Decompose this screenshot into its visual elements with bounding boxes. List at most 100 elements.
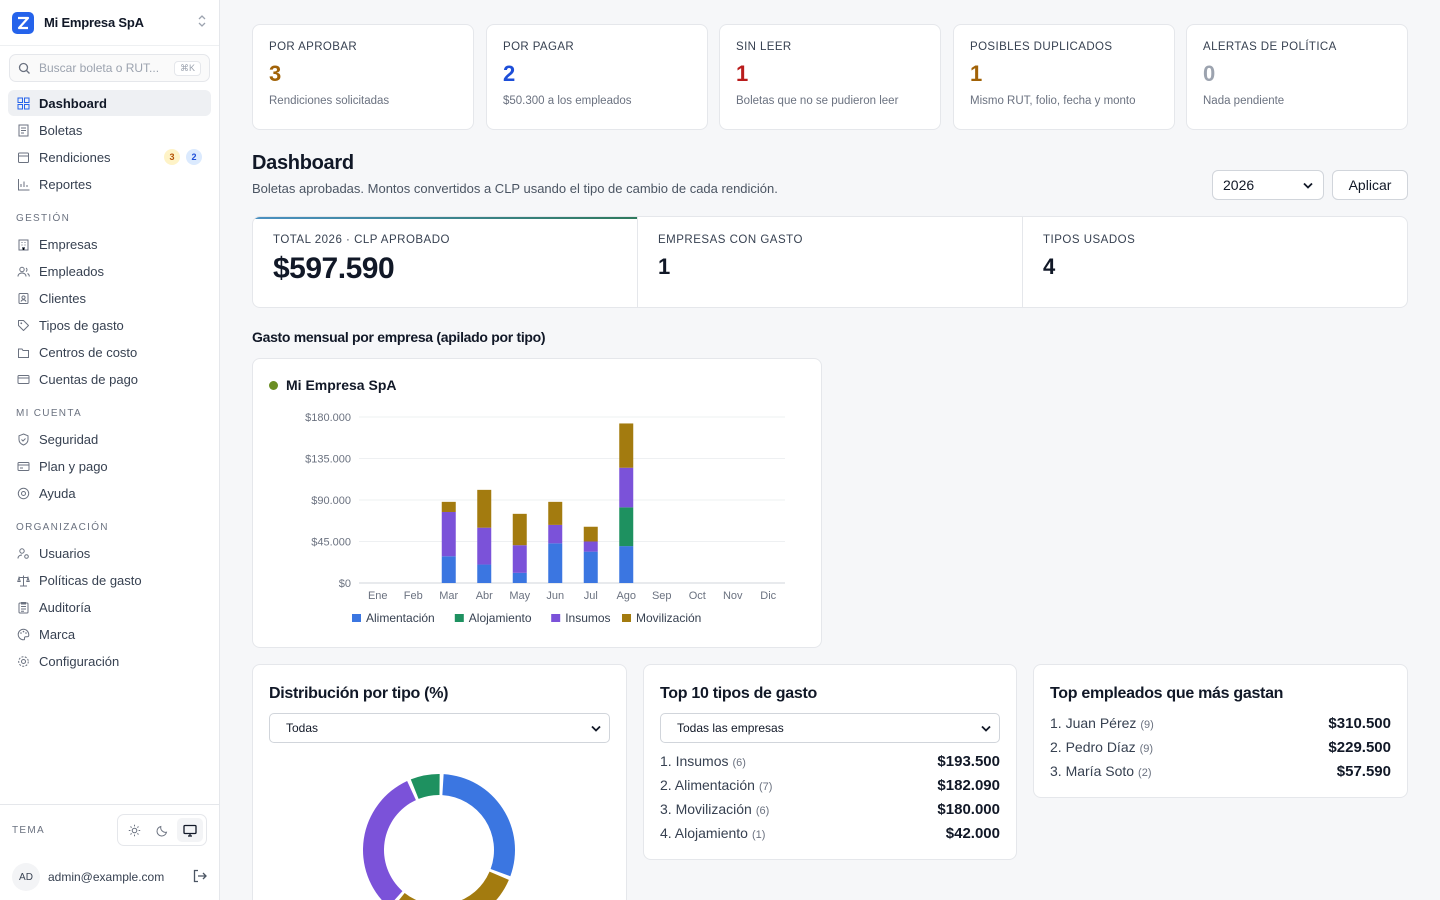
donut-slice[interactable]: [410, 774, 440, 799]
info-badge: 2: [186, 149, 202, 165]
folder-icon: [18, 152, 29, 163]
list-item[interactable]: 4. Alojamiento (1) $42.000: [660, 825, 1000, 842]
stacked-bar-chart: $0 $45.000 $90.000 $135.000 $180.000 Ene Feb Ma…: [305, 412, 785, 625]
theme-label: TEMA: [12, 824, 45, 836]
donut-slice[interactable]: [392, 871, 509, 900]
chart-title: Mi Empresa SpA: [286, 377, 397, 393]
item-name: 2. Alimentación: [660, 777, 755, 793]
bar-segment: [548, 501, 563, 525]
x-tick-label: Jul: [584, 590, 598, 602]
sidebar-item-centros-costo[interactable]: Centros de costo: [8, 339, 211, 365]
pending-badge: 3: [164, 149, 180, 165]
sidebar-item-seguridad[interactable]: Seguridad: [8, 426, 211, 452]
bar-segment: [619, 507, 634, 547]
x-tick-label: Oct: [689, 590, 706, 602]
credit-card-icon: [17, 461, 30, 471]
legend-label: Alimentación: [366, 611, 435, 625]
item-count: (6): [732, 757, 746, 769]
distribution-card: Distribución por tipo (%) Todas: [252, 664, 627, 900]
sidebar-item-ayuda[interactable]: Ayuda: [8, 480, 211, 506]
monitor-icon[interactable]: [177, 818, 203, 842]
company-filter-select[interactable]: Todas las empresas: [660, 713, 1000, 743]
sidebar-item-empleados[interactable]: Empleados: [8, 258, 211, 284]
avatar[interactable]: AD: [12, 863, 40, 891]
sidebar-item-label: Dashboard: [39, 95, 107, 111]
legend-label: Movilización: [636, 611, 701, 625]
summary-value: $597.590: [273, 252, 395, 285]
sidebar-item-label: Reportes: [39, 176, 92, 192]
sidebar-item-label: Centros de costo: [39, 344, 138, 360]
logout-icon[interactable]: [192, 869, 207, 886]
receipt-icon: [18, 124, 29, 136]
item-amount: $310.500: [1328, 715, 1391, 732]
apply-button[interactable]: Aplicar: [1332, 170, 1408, 200]
company-switcher[interactable]: Mi Empresa SpA: [0, 0, 219, 46]
sidebar-item-tipos-gasto[interactable]: Tipos de gasto: [8, 312, 211, 338]
x-tick-label: Feb: [404, 590, 423, 602]
chevron-down-icon: [1303, 182, 1313, 189]
list-item[interactable]: 2. Alimentación (7) $182.090: [660, 777, 1000, 794]
donut-slice[interactable]: [363, 781, 416, 900]
list-item[interactable]: 1. Juan Pérez (9) $310.500: [1050, 715, 1391, 732]
sidebar-item-empresas[interactable]: Empresas: [8, 231, 211, 257]
kpi-por-aprobar[interactable]: POR APROBAR 3 Rendiciones solicitadas: [252, 24, 474, 130]
sidebar-item-clientes[interactable]: Clientes: [8, 285, 211, 311]
sidebar-item-label: Marca: [39, 626, 76, 642]
sidebar-item-reportes[interactable]: Reportes: [8, 171, 211, 197]
item-name: 1. Juan Pérez: [1050, 715, 1137, 731]
legend-swatch: [454, 614, 464, 622]
kpi-subtitle: $50.300 a los empleados: [503, 95, 632, 107]
list-item[interactable]: 1. Insumos (6) $193.500: [660, 753, 1000, 770]
legend-label: Insumos: [565, 611, 610, 625]
sidebar-item-label: Configuración: [39, 653, 120, 669]
list-item[interactable]: 2. Pedro Díaz (9) $229.500: [1050, 739, 1391, 756]
kpi-label: ALERTAS DE POLÍTICA: [1203, 41, 1337, 53]
kpi-por-pagar[interactable]: POR PAGAR 2 $50.300 a los empleados: [486, 24, 708, 130]
moon-icon[interactable]: [149, 818, 175, 842]
kpi-subtitle: Rendiciones solicitadas: [269, 95, 390, 107]
sidebar-item-marca[interactable]: Marca: [8, 621, 211, 647]
credit-card-icon: [17, 374, 30, 384]
distribution-filter-select[interactable]: Todas: [269, 713, 610, 743]
chevron-down-icon: [981, 725, 991, 732]
sidebar-item-dashboard[interactable]: Dashboard: [8, 90, 211, 116]
sidebar-item-cuentas-pago[interactable]: Cuentas de pago: [8, 366, 211, 392]
sidebar-item-boletas[interactable]: Boletas: [8, 117, 211, 143]
sidebar-item-configuracion[interactable]: Configuración: [8, 648, 211, 674]
item-amount: $57.590: [1336, 763, 1391, 780]
y-tick-label: $135.000: [305, 454, 351, 466]
legend-swatch: [622, 614, 631, 622]
kpi-label: SIN LEER: [736, 41, 792, 53]
year-select[interactable]: 2026: [1212, 170, 1324, 200]
summary-label: TOTAL 2026 · CLP APROBADO: [273, 234, 450, 246]
kpi-posibles-duplicados[interactable]: POSIBLES DUPLICADOS 1 Mismo RUT, folio, …: [953, 24, 1175, 130]
sidebar-item-politicas[interactable]: Políticas de gasto: [8, 567, 211, 593]
kpi-alertas-politica[interactable]: ALERTAS DE POLÍTICA 0 Nada pendiente: [1186, 24, 1408, 130]
sidebar-item-label: Boletas: [39, 122, 83, 138]
x-tick-label: Dic: [760, 590, 776, 602]
y-tick-label: $180.000: [305, 412, 351, 424]
sidebar-item-usuarios[interactable]: Usuarios: [8, 540, 211, 566]
bar-segment: [477, 489, 492, 528]
sidebar-item-rendiciones[interactable]: Rendiciones 3 2: [8, 144, 211, 170]
kpi-sin-leer[interactable]: SIN LEER 1 Boletas que no se pudieron le…: [719, 24, 941, 130]
monthly-chart-card: Mi Empresa SpA $0 $45.000 $90.000 $135.000 $…: [252, 358, 822, 648]
scale-icon: [17, 575, 30, 586]
company-name: Mi Empresa SpA: [44, 15, 144, 30]
sun-icon[interactable]: [121, 818, 147, 842]
list-item[interactable]: 3. María Soto (2) $57.590: [1050, 763, 1391, 780]
search-input[interactable]: Buscar boleta o RUT... ⌘K: [9, 54, 210, 82]
sidebar-footer: TEMA AD admin@example.com: [0, 804, 219, 900]
folder-icon: [18, 348, 29, 358]
x-tick-label: Sep: [652, 590, 672, 602]
x-tick-label: Nov: [723, 590, 743, 602]
donut-slice[interactable]: [442, 774, 515, 877]
select-value: Todas las empresas: [677, 721, 784, 735]
sidebar-item-label: Plan y pago: [39, 458, 108, 474]
kpi-value: 3: [269, 61, 282, 86]
sidebar-item-plan-pago[interactable]: Plan y pago: [8, 453, 211, 479]
summary-value: 1: [658, 254, 671, 279]
sidebar-item-label: Empleados: [39, 263, 105, 279]
list-item[interactable]: 3. Movilización (6) $180.000: [660, 801, 1000, 818]
sidebar-item-auditoria[interactable]: Auditoría: [8, 594, 211, 620]
